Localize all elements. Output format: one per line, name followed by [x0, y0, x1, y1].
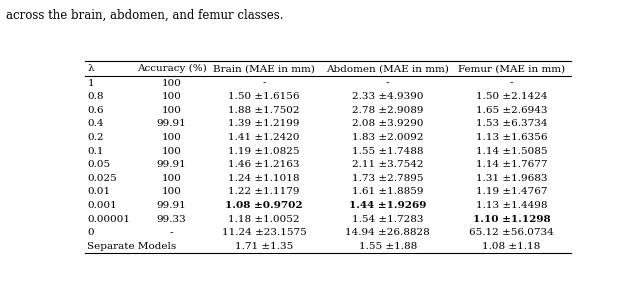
Text: 1.44 ±1.9269: 1.44 ±1.9269 — [349, 201, 426, 210]
Text: 99.33: 99.33 — [157, 215, 186, 224]
Text: Separate Models: Separate Models — [88, 242, 177, 251]
Text: 65.12 ±56.0734: 65.12 ±56.0734 — [469, 228, 554, 237]
Text: 14.94 ±26.8828: 14.94 ±26.8828 — [345, 228, 430, 237]
Text: Accuracy (%): Accuracy (%) — [136, 64, 206, 73]
Text: 1.54 ±1.7283: 1.54 ±1.7283 — [352, 215, 424, 224]
Text: 1.13 ±1.6356: 1.13 ±1.6356 — [476, 133, 547, 142]
Text: 2.33 ±4.9390: 2.33 ±4.9390 — [352, 92, 424, 101]
Text: 99.91: 99.91 — [157, 201, 186, 210]
Text: 1.41 ±1.2420: 1.41 ±1.2420 — [228, 133, 300, 142]
Text: 100: 100 — [161, 133, 181, 142]
Text: 1.39 ±1.2199: 1.39 ±1.2199 — [228, 119, 300, 128]
Text: 1.83 ±2.0092: 1.83 ±2.0092 — [352, 133, 424, 142]
Text: 1.46 ±1.2163: 1.46 ±1.2163 — [228, 160, 300, 169]
Text: 1.24 ±1.1018: 1.24 ±1.1018 — [228, 174, 300, 183]
Text: 1.08 ±0.9702: 1.08 ±0.9702 — [225, 201, 303, 210]
Text: 0.025: 0.025 — [88, 174, 117, 183]
Text: 1.19 ±1.0825: 1.19 ±1.0825 — [228, 147, 300, 156]
Text: 1.65 ±2.6943: 1.65 ±2.6943 — [476, 106, 547, 115]
Text: 2.78 ±2.9089: 2.78 ±2.9089 — [352, 106, 424, 115]
Text: 100: 100 — [161, 147, 181, 156]
Text: across the brain, abdomen, and femur classes.: across the brain, abdomen, and femur cla… — [6, 9, 284, 22]
Text: Femur (MAE in mm): Femur (MAE in mm) — [458, 64, 565, 73]
Text: 100: 100 — [161, 187, 181, 196]
Text: 11.24 ±23.1575: 11.24 ±23.1575 — [221, 228, 307, 237]
Text: 0.1: 0.1 — [88, 147, 104, 156]
Text: 0: 0 — [88, 228, 94, 237]
Text: 1.50 ±1.6156: 1.50 ±1.6156 — [228, 92, 300, 101]
Text: -: - — [386, 79, 389, 88]
Text: Abdomen (MAE in mm): Abdomen (MAE in mm) — [326, 64, 449, 73]
Text: 1.55 ±1.7488: 1.55 ±1.7488 — [352, 147, 424, 156]
Text: 1.22 ±1.1179: 1.22 ±1.1179 — [228, 187, 300, 196]
Text: 100: 100 — [161, 92, 181, 101]
Text: 2.08 ±3.9290: 2.08 ±3.9290 — [352, 119, 424, 128]
Text: 0.05: 0.05 — [88, 160, 111, 169]
Text: 1.61 ±1.8859: 1.61 ±1.8859 — [352, 187, 424, 196]
Text: 1.14 ±1.7677: 1.14 ±1.7677 — [476, 160, 547, 169]
Text: λ: λ — [88, 64, 94, 73]
Text: 0.4: 0.4 — [88, 119, 104, 128]
Text: 0.2: 0.2 — [88, 133, 104, 142]
Text: 1.71 ±1.35: 1.71 ±1.35 — [235, 242, 293, 251]
Text: 1.88 ±1.7502: 1.88 ±1.7502 — [228, 106, 300, 115]
Text: 1.08 ±1.18: 1.08 ±1.18 — [483, 242, 541, 251]
Text: 0.00001: 0.00001 — [88, 215, 131, 224]
Text: 1.19 ±1.4767: 1.19 ±1.4767 — [476, 187, 547, 196]
Text: 0.6: 0.6 — [88, 106, 104, 115]
Text: 100: 100 — [161, 106, 181, 115]
Text: 100: 100 — [161, 79, 181, 88]
Text: -: - — [170, 228, 173, 237]
Text: Brain (MAE in mm): Brain (MAE in mm) — [213, 64, 315, 73]
Text: -: - — [509, 79, 513, 88]
Text: 1.73 ±2.7895: 1.73 ±2.7895 — [352, 174, 424, 183]
Text: 1.18 ±1.0052: 1.18 ±1.0052 — [228, 215, 300, 224]
Text: 0.8: 0.8 — [88, 92, 104, 101]
Text: 1.53 ±6.3734: 1.53 ±6.3734 — [476, 119, 547, 128]
Text: 1.13 ±1.4498: 1.13 ±1.4498 — [476, 201, 547, 210]
Text: -: - — [262, 79, 266, 88]
Text: 0.001: 0.001 — [88, 201, 117, 210]
Text: 100: 100 — [161, 174, 181, 183]
Text: 1: 1 — [88, 79, 94, 88]
Text: 1.14 ±1.5085: 1.14 ±1.5085 — [476, 147, 547, 156]
Text: 1.50 ±2.1424: 1.50 ±2.1424 — [476, 92, 547, 101]
Text: 0.01: 0.01 — [88, 187, 111, 196]
Text: 1.55 ±1.88: 1.55 ±1.88 — [358, 242, 417, 251]
Text: 1.10 ±1.1298: 1.10 ±1.1298 — [472, 215, 550, 224]
Text: 99.91: 99.91 — [157, 160, 186, 169]
Text: 1.31 ±1.9683: 1.31 ±1.9683 — [476, 174, 547, 183]
Text: 2.11 ±3.7542: 2.11 ±3.7542 — [352, 160, 424, 169]
Text: 99.91: 99.91 — [157, 119, 186, 128]
